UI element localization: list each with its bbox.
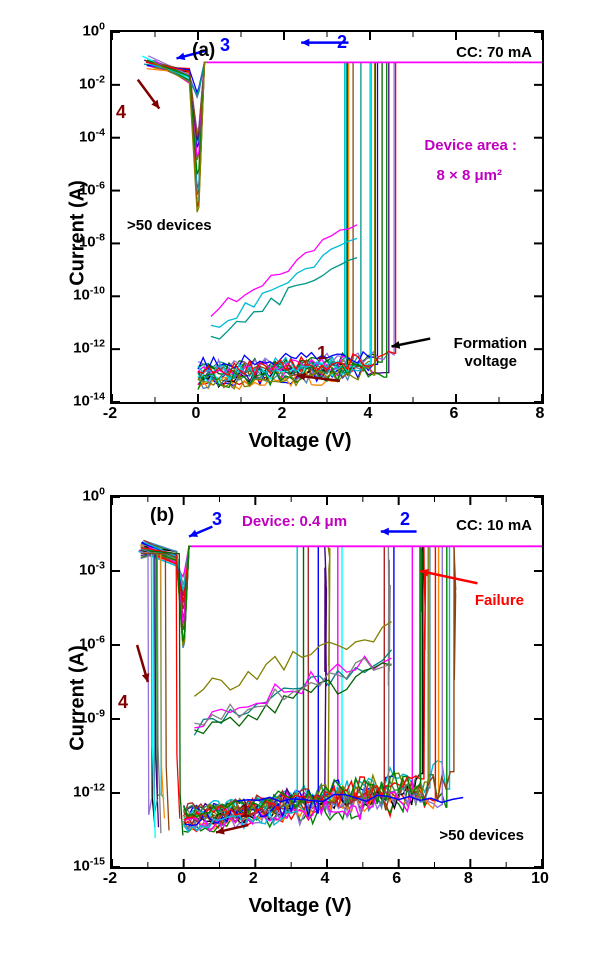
device-area-2: 8 × 8 μm² [437,167,502,184]
num2-b: 2 [400,509,410,530]
devcount-b: >50 devices [439,827,524,844]
num1-b: 1 [240,801,250,822]
formation-a2: voltage [464,353,517,370]
num4-b: 4 [118,692,128,713]
num3-b: 3 [212,509,222,530]
plot-a: (a) CC: 70 mA Device area : 8 × 8 μm² >5… [110,30,544,404]
formation-a1: Formation [454,335,527,352]
ylabel-b: Current (A) [66,645,89,751]
plot-b: (b) CC: 10 mA Device: 0.4 μm Failure >50… [110,495,544,869]
num4-a: 4 [116,102,126,123]
panel-b: Current (A) (b) CC: 10 mA Device: 0.4 μm… [20,475,580,920]
xlabel-a: Voltage (V) [249,430,352,453]
num1-a: 1 [317,343,327,364]
sublabel-a: (a) [192,40,215,62]
cc-label-a: CC: 70 mA [456,44,532,61]
panel-a: Current (A) (a) CC: 70 mA Device area : … [20,10,580,455]
devcount-a: >50 devices [127,217,212,234]
cc-label-b: CC: 10 mA [456,517,532,534]
xlabel-b: Voltage (V) [249,895,352,918]
device-b: Device: 0.4 μm [242,513,347,530]
num3-a: 3 [220,35,230,56]
chart-svg-b [112,497,542,867]
device-area-1: Device area : [424,137,517,154]
num2-a: 2 [337,32,347,53]
failure-b: Failure [475,592,524,609]
sublabel-b: (b) [150,505,174,527]
